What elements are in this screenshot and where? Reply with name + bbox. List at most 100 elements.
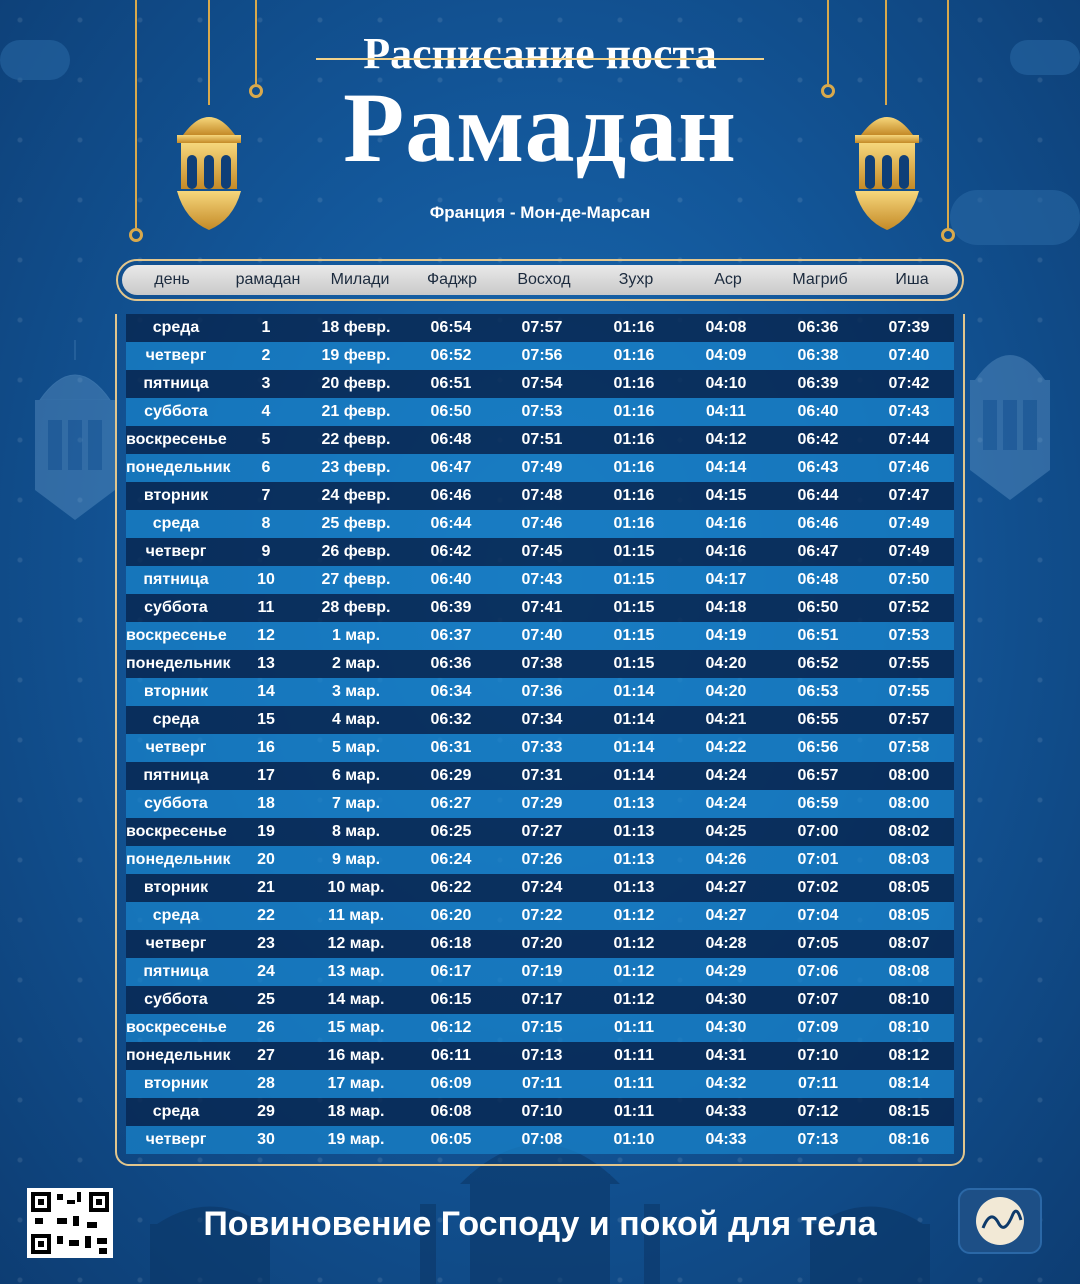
- table-cell: 23: [257, 935, 275, 952]
- table-cell: 06:08: [430, 1103, 472, 1120]
- table-cell: 08:08: [888, 963, 930, 980]
- table-cell: 07:34: [521, 711, 563, 728]
- table-cell: 08:16: [888, 1131, 930, 1148]
- table-cell: пятница: [143, 963, 209, 980]
- table-cell: 06:22: [430, 879, 472, 896]
- table-cell: 01:15: [613, 655, 655, 672]
- cloud-decoration: [0, 40, 70, 80]
- cloud-decoration: [950, 190, 1080, 245]
- table-cell: 10 мар.: [327, 879, 385, 896]
- table-cell: суббота: [144, 991, 208, 1008]
- table-cell: 06:38: [797, 347, 839, 364]
- table-cell: пятница: [143, 767, 209, 784]
- table-cell: 04:31: [705, 1047, 747, 1064]
- table-cell: 07:29: [521, 795, 563, 812]
- table-cell: 06:48: [797, 571, 839, 588]
- table-cell: 07:09: [797, 1019, 839, 1036]
- table-cell: 07:49: [888, 543, 930, 560]
- column-header: Иша: [895, 271, 929, 288]
- table-cell: 23 февр.: [321, 459, 391, 476]
- table-cell: 14 мар.: [327, 991, 385, 1008]
- table-cell: 08:14: [888, 1075, 930, 1092]
- table-cell: четверг: [145, 935, 207, 952]
- table-header-inner: день рамадан Милади Фаджр Восход Зухр Аср Магри…: [122, 265, 958, 295]
- table-cell: 06:44: [430, 515, 472, 532]
- table-cell: 07:15: [521, 1019, 563, 1036]
- table-cell: 07:42: [888, 375, 930, 392]
- table-cell: 08:05: [888, 907, 930, 924]
- table-cell: 11 мар.: [327, 907, 385, 924]
- table-cell: 07:56: [521, 347, 563, 364]
- table-cell: 04:20: [705, 655, 747, 672]
- table-cell: 01:16: [613, 403, 655, 420]
- table-cell: суббота: [144, 599, 208, 616]
- table-cell: 1 мар.: [331, 627, 381, 644]
- table-cell: 06:46: [430, 487, 472, 504]
- table-cell: 7 мар.: [331, 795, 381, 812]
- table-cell: 07:13: [797, 1131, 839, 1148]
- table-cell: 07:22: [521, 907, 563, 924]
- table-cell: 06:24: [430, 851, 472, 868]
- hanging-string: [885, 0, 887, 105]
- table-cell: 04:32: [705, 1075, 747, 1092]
- table-row: суббота 25 14 мар. 06:15 07:17 01:12 04:30 07:0…: [126, 986, 954, 1014]
- table-cell: 07:36: [521, 683, 563, 700]
- table-cell: 08:03: [888, 851, 930, 868]
- table-cell: 07:33: [521, 739, 563, 756]
- table-cell: 04:33: [705, 1103, 747, 1120]
- table-cell: 06:12: [430, 1019, 472, 1036]
- table-cell: воскресенье: [126, 823, 227, 840]
- column-header: рамадан: [235, 271, 301, 288]
- table-cell: 01:12: [613, 935, 655, 952]
- table-cell: 8: [261, 515, 271, 532]
- table-cell: 06:50: [430, 403, 472, 420]
- table-cell: 07:53: [521, 403, 563, 420]
- table-cell: 07:50: [888, 571, 930, 588]
- table-cell: 6: [261, 459, 271, 476]
- table-cell: четверг: [145, 739, 207, 756]
- table-cell: 06:43: [797, 459, 839, 476]
- table-cell: 9 мар.: [331, 851, 381, 868]
- table-cell: 07:31: [521, 767, 563, 784]
- table-row: воскресенье 12 1 мар. 06:37 07:40 01:15 04:19 0…: [126, 622, 954, 650]
- table-cell: 9: [261, 543, 271, 560]
- table-cell: 16: [257, 739, 275, 756]
- table-cell: 18 мар.: [327, 1103, 385, 1120]
- table-cell: 06:52: [430, 347, 472, 364]
- table-cell: 06:56: [797, 739, 839, 756]
- table-cell: 04:16: [705, 543, 747, 560]
- table-cell: 04:30: [705, 1019, 747, 1036]
- table-cell: пятница: [143, 571, 209, 588]
- table-cell: 06:36: [797, 319, 839, 336]
- table-row: пятница 24 13 мар. 06:17 07:19 01:12 04:29 07:0…: [126, 958, 954, 986]
- table-cell: 24: [257, 963, 275, 980]
- table-cell: 08:15: [888, 1103, 930, 1120]
- table-row: воскресенье 5 22 февр. 06:48 07:51 01:16 04:12…: [126, 426, 954, 454]
- table-cell: 07:54: [521, 375, 563, 392]
- table-cell: 2: [261, 347, 271, 364]
- table-cell: 04:22: [705, 739, 747, 756]
- table-cell: 01:16: [613, 459, 655, 476]
- table-cell: 06:52: [797, 655, 839, 672]
- table-cell: 07:05: [797, 935, 839, 952]
- table-cell: среда: [152, 515, 200, 532]
- table-cell: 25: [257, 991, 275, 1008]
- table-cell: 06:37: [430, 627, 472, 644]
- table-cell: 04:24: [705, 795, 747, 812]
- table-cell: 26: [257, 1019, 275, 1036]
- table-cell: вторник: [143, 487, 209, 504]
- table-cell: 04:25: [705, 823, 747, 840]
- table-cell: 07:07: [797, 991, 839, 1008]
- table-cell: 04:27: [705, 879, 747, 896]
- table-cell: 07:17: [521, 991, 563, 1008]
- table-cell: воскресенье: [126, 431, 227, 448]
- table-cell: 06:20: [430, 907, 472, 924]
- table-cell: 01:12: [613, 991, 655, 1008]
- table-cell: 01:13: [613, 851, 655, 868]
- table-cell: 07:02: [797, 879, 839, 896]
- table-cell: 01:15: [613, 627, 655, 644]
- table-cell: 08:02: [888, 823, 930, 840]
- table-row: четверг 9 26 февр. 06:42 07:45 01:15 04:16 06:4…: [126, 538, 954, 566]
- table-row: вторник 14 3 мар. 06:34 07:36 01:14 04:20 06:53…: [126, 678, 954, 706]
- table-cell: пятница: [143, 375, 209, 392]
